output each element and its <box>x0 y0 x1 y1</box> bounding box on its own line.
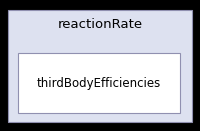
FancyBboxPatch shape <box>18 53 180 113</box>
FancyBboxPatch shape <box>8 10 192 122</box>
Text: thirdBodyEfficiencies: thirdBodyEfficiencies <box>37 77 161 89</box>
Text: reactionRate: reactionRate <box>57 18 143 31</box>
